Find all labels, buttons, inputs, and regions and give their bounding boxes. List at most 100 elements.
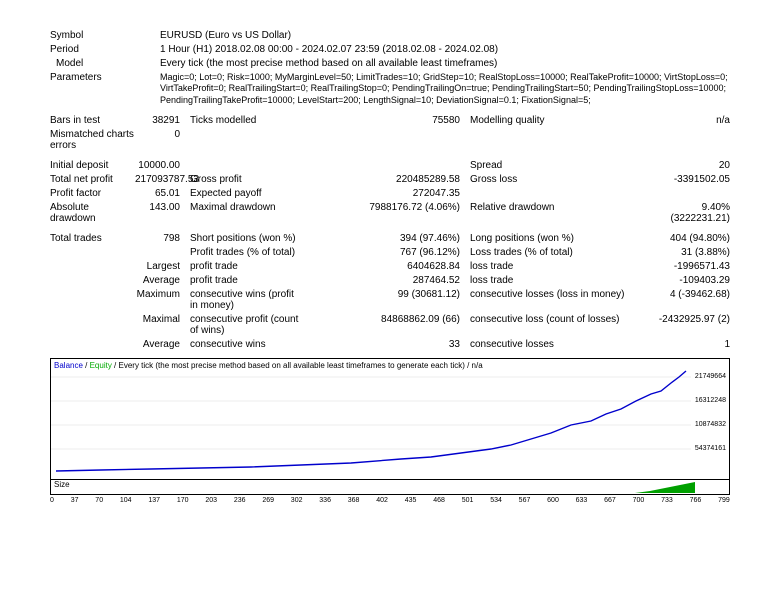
value: 1	[640, 339, 730, 350]
value: 6404628.84	[300, 261, 470, 272]
row-label: Average	[135, 339, 190, 350]
x-tick: 236	[234, 497, 246, 504]
value: -3391502.05	[640, 174, 730, 185]
label: Bars in test	[50, 115, 135, 126]
value: -1996571.43	[640, 261, 730, 272]
row-mismatched: Mismatched charts errors 0	[50, 129, 730, 151]
value: 0	[135, 129, 190, 140]
row-net-profit: Total net profit 217093787.53 Gross prof…	[50, 174, 730, 185]
value: 143.00	[135, 202, 190, 213]
size-poly	[635, 482, 695, 493]
x-tick: 402	[376, 497, 388, 504]
x-tick: 37	[71, 497, 79, 504]
label: Modelling quality	[470, 115, 640, 126]
x-tick: 799	[718, 497, 730, 504]
row-profit-factor: Profit factor 65.01 Expected payoff 2720…	[50, 188, 730, 199]
value: 65.01	[135, 188, 190, 199]
value: 33	[300, 339, 470, 350]
value: n/a	[640, 115, 730, 126]
value: 10000.00	[135, 160, 190, 171]
x-tick: 534	[490, 497, 502, 504]
value: 394 (97.46%)	[300, 233, 470, 244]
label: consecutive wins	[190, 339, 300, 350]
x-tick: 269	[262, 497, 274, 504]
value: 4 (-39462.68)	[640, 289, 730, 300]
model-row: Model Every tick (the most precise metho…	[50, 58, 730, 69]
row-avg-consecutive: Average consecutive wins 33 consecutive …	[50, 339, 730, 350]
x-tick: 170	[177, 497, 189, 504]
label: profit trade	[190, 275, 300, 286]
x-tick: 733	[661, 497, 673, 504]
value: 767 (96.12%)	[300, 247, 470, 258]
x-tick: 766	[690, 497, 702, 504]
label: loss trade	[470, 261, 640, 272]
parameters-row: Parameters Magic=0; Lot=0; Risk=1000; My…	[50, 72, 730, 106]
symbol-value: EURUSD (Euro vs US Dollar)	[160, 30, 730, 41]
row-total-trades: Total trades 798 Short positions (won %)…	[50, 233, 730, 244]
x-tick: 203	[205, 497, 217, 504]
label: Absolute drawdown	[50, 202, 135, 224]
label: consecutive losses (loss in money)	[470, 289, 640, 300]
value: 217093787.53	[135, 174, 190, 185]
row-average: Average profit trade 287464.52 loss trad…	[50, 275, 730, 286]
row-maximal: Maximal consecutive profit (count of win…	[50, 314, 730, 336]
row-profit-trades: Profit trades (% of total) 767 (96.12%) …	[50, 247, 730, 258]
value: 38291	[135, 115, 190, 126]
x-tick: 468	[433, 497, 445, 504]
period-label: Period	[50, 44, 160, 55]
label: loss trade	[470, 275, 640, 286]
period-row: Period 1 Hour (H1) 2018.02.08 00:00 - 20…	[50, 44, 730, 55]
label: Mismatched charts errors	[50, 129, 135, 151]
value: 404 (94.80%)	[640, 233, 730, 244]
label: Total net profit	[50, 174, 135, 185]
size-bars-svg	[50, 481, 728, 493]
value: 84868862.09 (66)	[300, 314, 470, 325]
balance-equity-chart: Balance / Equity / Every tick (the most …	[50, 358, 730, 480]
value: -2432925.97 (2)	[640, 314, 730, 325]
x-tick: 336	[319, 497, 331, 504]
value: 7988176.72 (4.06%)	[300, 202, 470, 213]
symbol-label: Symbol	[50, 30, 160, 41]
parameters-label: Parameters	[50, 72, 160, 106]
value: 272047.35	[300, 188, 470, 199]
row-largest: Largest profit trade 6404628.84 loss tra…	[50, 261, 730, 272]
model-value: Every tick (the most precise method base…	[160, 58, 730, 69]
label: Profit factor	[50, 188, 135, 199]
label: Loss trades (% of total)	[470, 247, 640, 258]
value: 287464.52	[300, 275, 470, 286]
row-label: Maximal	[135, 314, 190, 325]
row-maximum: Maximum consecutive wins (profit in mone…	[50, 289, 730, 311]
symbol-row: Symbol EURUSD (Euro vs US Dollar)	[50, 30, 730, 41]
label: Maximal drawdown	[190, 202, 300, 213]
label: consecutive losses	[470, 339, 640, 350]
period-value: 1 Hour (H1) 2018.02.08 00:00 - 2024.02.0…	[160, 44, 730, 55]
value: 99 (30681.12)	[300, 289, 470, 300]
equity-curve-svg	[51, 359, 729, 479]
model-label: Model	[50, 58, 160, 69]
label: Spread	[470, 160, 640, 171]
label: Gross profit	[190, 174, 300, 185]
value: 798	[135, 233, 190, 244]
strategy-report: Symbol EURUSD (Euro vs US Dollar) Period…	[0, 0, 780, 514]
value: 75580	[300, 115, 470, 126]
parameters-value: Magic=0; Lot=0; Risk=1000; MyMarginLevel…	[160, 72, 730, 106]
label: Ticks modelled	[190, 115, 300, 126]
x-tick: 70	[95, 497, 103, 504]
label: consecutive profit (count of wins)	[190, 314, 300, 336]
label: consecutive wins (profit in money)	[190, 289, 300, 311]
value: 31 (3.88%)	[640, 247, 730, 258]
x-tick: 567	[519, 497, 531, 504]
label: Expected payoff	[190, 188, 300, 199]
x-tick: 0	[50, 497, 54, 504]
x-tick: 104	[120, 497, 132, 504]
x-tick: 137	[148, 497, 160, 504]
x-tick: 600	[547, 497, 559, 504]
x-tick: 633	[576, 497, 588, 504]
row-drawdown: Absolute drawdown 143.00 Maximal drawdow…	[50, 202, 730, 224]
x-axis: 0377010413717020323626930233636840243546…	[50, 495, 730, 504]
x-tick: 302	[291, 497, 303, 504]
label: Relative drawdown	[470, 202, 640, 213]
row-label: Largest	[135, 261, 190, 272]
label: Short positions (won %)	[190, 233, 300, 244]
label: Long positions (won %)	[470, 233, 640, 244]
